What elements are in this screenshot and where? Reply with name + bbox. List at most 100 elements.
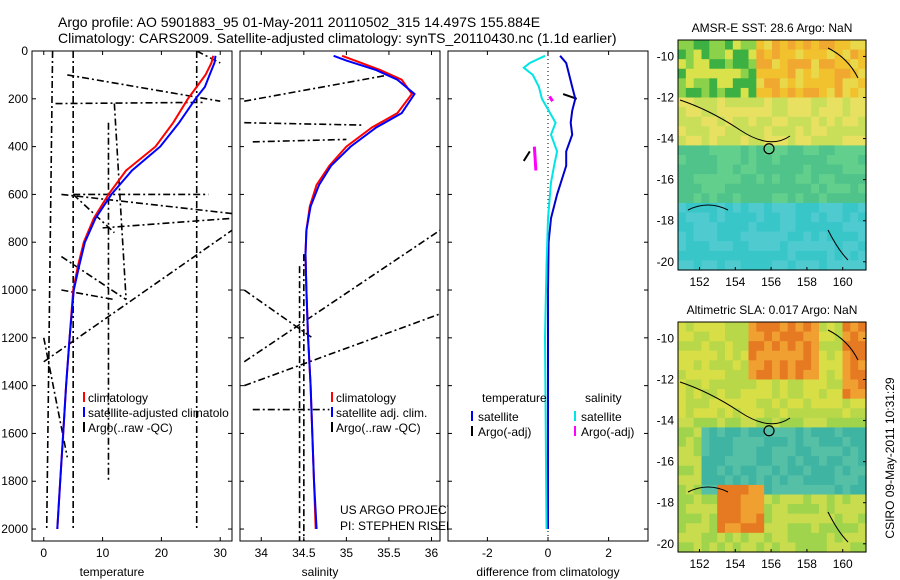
map-cell — [803, 484, 812, 496]
map-cell — [819, 193, 828, 204]
map-cell — [740, 260, 750, 271]
map-cell — [709, 193, 718, 204]
map-cell — [858, 484, 867, 496]
map-cell — [787, 350, 797, 361]
map-cell — [685, 513, 695, 524]
map-cell — [717, 49, 726, 60]
map-cell — [693, 68, 703, 79]
map-cell — [803, 341, 812, 352]
map-cell — [787, 437, 797, 448]
map-cell — [701, 360, 710, 371]
map-cell — [779, 40, 789, 51]
map-cell — [842, 341, 851, 352]
map-cell — [834, 379, 844, 390]
map-cell — [701, 504, 710, 515]
map-cell — [779, 542, 789, 553]
map-cell — [795, 40, 804, 51]
map-cell — [858, 542, 867, 553]
map-cell — [748, 107, 757, 118]
map-cell — [678, 68, 687, 79]
map-cell — [858, 193, 867, 204]
map-cell — [678, 523, 687, 534]
map-cell — [717, 484, 726, 496]
map-cell — [858, 475, 867, 486]
map-cell — [717, 145, 726, 156]
map-cell — [748, 202, 757, 214]
map-y-tick-label: -20 — [657, 255, 675, 269]
map-cell — [740, 49, 750, 60]
map-cell — [717, 494, 726, 505]
map-cell — [811, 350, 820, 361]
map-cell — [701, 97, 710, 108]
map-cell — [748, 542, 757, 553]
map-y-tick-label: -18 — [657, 214, 675, 228]
map-cell — [709, 40, 718, 51]
map-cell — [819, 322, 828, 333]
map-cell — [772, 164, 781, 175]
map-cell — [850, 379, 859, 390]
map-cell — [772, 331, 781, 342]
map-cell — [858, 532, 867, 544]
map-cell — [811, 408, 820, 419]
map-cell — [779, 369, 789, 381]
map-cell — [858, 322, 867, 333]
map-cell — [779, 78, 789, 89]
map-cell — [819, 513, 828, 524]
map-cell — [709, 389, 718, 400]
map-cell — [693, 231, 703, 242]
map-cell — [779, 116, 789, 127]
map-cell — [678, 322, 687, 333]
map-cell — [701, 107, 710, 118]
map-cell — [834, 456, 844, 467]
map-cell — [795, 193, 804, 204]
map-cell — [693, 475, 703, 486]
map-cell — [795, 164, 804, 175]
map-cell — [858, 504, 867, 515]
map-cell — [842, 360, 851, 371]
map-cell — [764, 183, 773, 194]
map-cell — [772, 68, 781, 79]
map-cell — [725, 417, 734, 429]
map-cell — [787, 475, 797, 486]
map-cell — [826, 475, 836, 486]
legend-title: salinity — [585, 391, 622, 405]
map-cell — [795, 145, 804, 156]
map-cell — [725, 437, 734, 448]
map-cell — [693, 341, 703, 352]
map-cell — [787, 59, 797, 70]
map-cell — [803, 97, 812, 108]
map-cell — [764, 212, 773, 223]
map-cell — [826, 542, 836, 553]
map-cell — [858, 116, 867, 127]
map-cell — [787, 49, 797, 60]
map-cell — [850, 164, 859, 175]
map-cell — [803, 465, 812, 476]
map-cell — [701, 446, 710, 457]
map-cell — [709, 437, 718, 448]
map-cell — [725, 116, 734, 127]
map-cell — [740, 427, 750, 438]
map-cell — [811, 341, 820, 352]
map-cell — [811, 360, 820, 371]
map-cell — [772, 78, 781, 89]
map-cell — [756, 360, 765, 371]
map-cell — [803, 183, 812, 194]
map-cell — [764, 126, 773, 137]
map-cell — [795, 504, 804, 515]
map-cell — [803, 532, 812, 544]
map-cell — [826, 97, 836, 108]
map-cell — [701, 331, 710, 342]
map-cell — [764, 193, 773, 204]
map-cell — [693, 174, 703, 185]
map-cell — [678, 231, 687, 242]
map-cell — [725, 350, 734, 361]
map-cell — [740, 183, 750, 194]
map-cell — [772, 49, 781, 60]
map-cell — [732, 222, 742, 233]
map-cell — [764, 398, 773, 409]
map-cell — [764, 542, 773, 553]
map-cell — [764, 322, 773, 333]
y-tick-label: 1000 — [1, 283, 28, 297]
map-cell — [732, 78, 742, 89]
map-cell — [756, 49, 765, 60]
